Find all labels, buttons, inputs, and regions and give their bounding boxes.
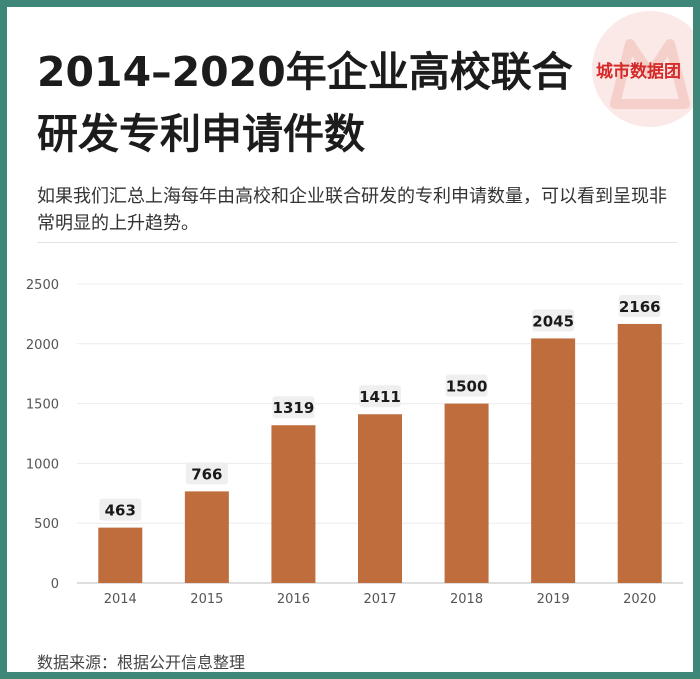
page-subtitle: 如果我们汇总上海每年由高校和企业联合研发的专利申请数量，可以看到呈现非常明显的上… — [37, 186, 667, 234]
data-label-background — [272, 396, 315, 419]
bar — [98, 527, 143, 583]
bar-chart: 0 500 1000 1500 2000 2500 463 2014 766 2015 1319 20… — [26, 278, 683, 607]
data-label: 766 — [191, 465, 222, 483]
data-label-background — [185, 462, 228, 485]
brand-name: 城市数据团 — [596, 62, 681, 82]
bar — [444, 403, 489, 583]
data-label: 463 — [105, 502, 136, 520]
data-source-note: 数据来源：根据公开信息整理 — [37, 653, 246, 672]
x-tick-label: 2015 — [190, 592, 223, 607]
data-label: 2045 — [532, 312, 574, 330]
chart-card: 城市数据团 2014–2020年企业高校联合研发专利申请件数 如果我们汇总上海每… — [7, 7, 693, 672]
x-tick-label: 2014 — [104, 592, 137, 607]
y-tick-label: 500 — [34, 517, 59, 532]
bar — [271, 425, 316, 583]
data-label-background — [359, 385, 401, 408]
data-label-background — [445, 374, 488, 397]
page-title: 2014–2020年企业高校联合研发专利申请件数 — [37, 48, 573, 158]
bar — [358, 414, 402, 583]
y-tick-label: 2000 — [26, 338, 59, 353]
x-tick-label: 2019 — [537, 592, 570, 607]
data-label-background — [99, 498, 142, 521]
data-label: 2166 — [619, 298, 661, 316]
data-label: 1411 — [359, 388, 401, 406]
data-label-background — [532, 309, 575, 332]
y-tick-label: 1500 — [26, 398, 59, 413]
x-tick-label: 2020 — [623, 592, 656, 607]
bar — [184, 491, 229, 583]
y-tick-label: 2500 — [26, 278, 59, 293]
x-tick-label: 2018 — [450, 592, 483, 607]
y-tick-label: 1000 — [26, 457, 59, 472]
bar — [531, 338, 576, 583]
y-tick-label: 0 — [51, 577, 59, 592]
divider — [37, 242, 677, 243]
brand-logo-icon — [592, 11, 693, 127]
data-label: 1500 — [446, 378, 488, 396]
bar — [617, 323, 662, 583]
x-tick-label: 2016 — [277, 592, 310, 607]
x-tick-label: 2017 — [363, 592, 396, 607]
data-label-background — [618, 294, 661, 317]
data-label: 1319 — [273, 399, 315, 417]
